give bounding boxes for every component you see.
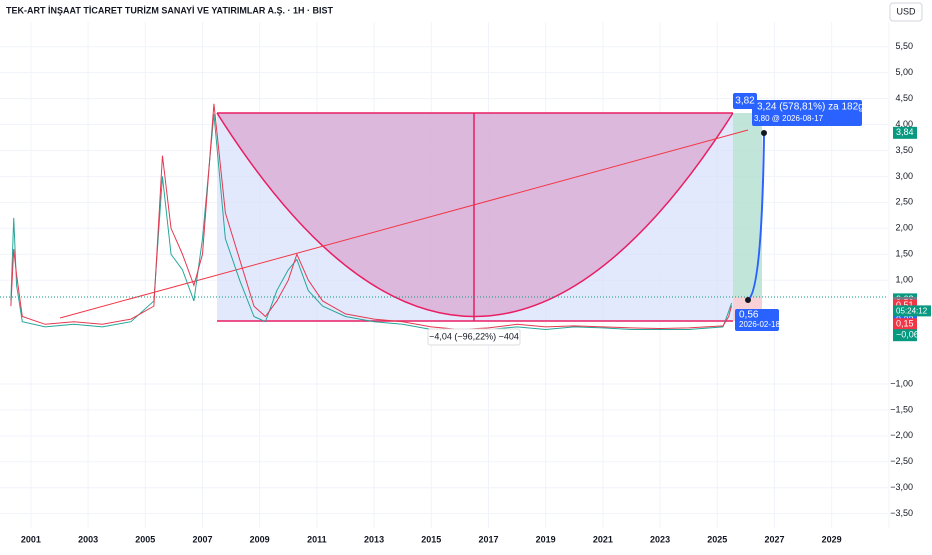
countdown-box <box>893 305 931 317</box>
x-tick-label: 2025 <box>707 534 727 544</box>
currency-label[interactable]: USD <box>896 6 916 16</box>
x-tick-label: 2003 <box>78 534 98 544</box>
x-tick-label: 2027 <box>764 534 784 544</box>
series-line <box>10 103 733 330</box>
price-label-box <box>893 329 917 342</box>
projection-label: 3,24 (578,81%) za 182g 1s <box>757 102 877 113</box>
series-group <box>10 103 733 333</box>
projection-end <box>761 130 767 136</box>
x-tick-label: 2009 <box>250 534 270 544</box>
price-label: −0,06 <box>896 330 919 340</box>
target-box <box>733 93 757 109</box>
projection-start <box>745 297 751 303</box>
x-tick-label: 2007 <box>192 534 212 544</box>
x-tick-label: 2021 <box>593 534 613 544</box>
y-tick-label: 5,00 <box>895 67 913 77</box>
y-tick-label: −2,50 <box>890 456 913 466</box>
x-tick-label: 2019 <box>536 534 556 544</box>
y-tick-label: 4,00 <box>895 119 913 129</box>
chart-title: TEK-ART İNŞAAT TİCARET TURİZM SANAYİ VE … <box>6 5 334 15</box>
y-tick-label: 2,00 <box>895 223 913 233</box>
x-tick-label: 2013 <box>364 534 384 544</box>
y-tick-label: 4,50 <box>895 93 913 103</box>
price-label: 3,84 <box>896 127 914 137</box>
y-tick-label: −1,50 <box>890 404 913 414</box>
drawings <box>0 112 888 322</box>
y-tick-label: 1,50 <box>895 249 913 259</box>
trend-line <box>59 129 749 319</box>
price-label-box <box>893 126 917 139</box>
x-tick-label: 2023 <box>650 534 670 544</box>
start-label: 0,56 <box>739 310 759 321</box>
y-tick-label: −3,50 <box>890 508 913 518</box>
x-tick-label: 2005 <box>135 534 155 544</box>
y-tick-label: 3,50 <box>895 145 913 155</box>
target-label: 3,82 <box>735 96 755 107</box>
y-tick-label: 1,00 <box>895 275 913 285</box>
x-tick-label: 2015 <box>421 534 441 544</box>
x-tick-label: 2011 <box>307 534 327 544</box>
y-tick-label: −1,00 <box>890 378 913 388</box>
projection-box <box>752 100 862 126</box>
y-tick-label: 2,50 <box>895 197 913 207</box>
price-label: 0,15 <box>896 319 914 329</box>
series-line <box>10 114 733 333</box>
y-axis: 5,50 5,00 4,50 4,00 3,50 3,00 2,50 2,00 1,50 1,00… <box>890 41 931 518</box>
range-label: −4,04 (−96,22%) −404 <box>429 331 519 341</box>
currency-button[interactable] <box>889 2 923 22</box>
y-tick-label: −3,00 <box>890 482 913 492</box>
x-tick-label: 2029 <box>822 534 842 544</box>
x-tick-label: 2001 <box>21 534 41 544</box>
start-date: 2026-02-18 <box>739 320 780 329</box>
projection-line <box>747 132 765 301</box>
y-tick-label: 3,00 <box>895 171 913 181</box>
x-axis: 2001 2003 2005 2007 2009 2011 2013 2015 2017 2019… <box>21 534 842 544</box>
countdown: 05:24:12 <box>896 306 928 315</box>
price-label: 0,51 <box>896 300 914 310</box>
projection-date: 3,80 @ 2026-08-17 <box>754 114 824 123</box>
y-tick-label: −2,00 <box>890 430 913 440</box>
x-tick-label: 2017 <box>478 534 498 544</box>
range-label-box <box>427 328 521 346</box>
price-label-box <box>893 318 917 331</box>
start-box <box>735 309 779 331</box>
y-tick-label: 5,50 <box>895 41 913 51</box>
